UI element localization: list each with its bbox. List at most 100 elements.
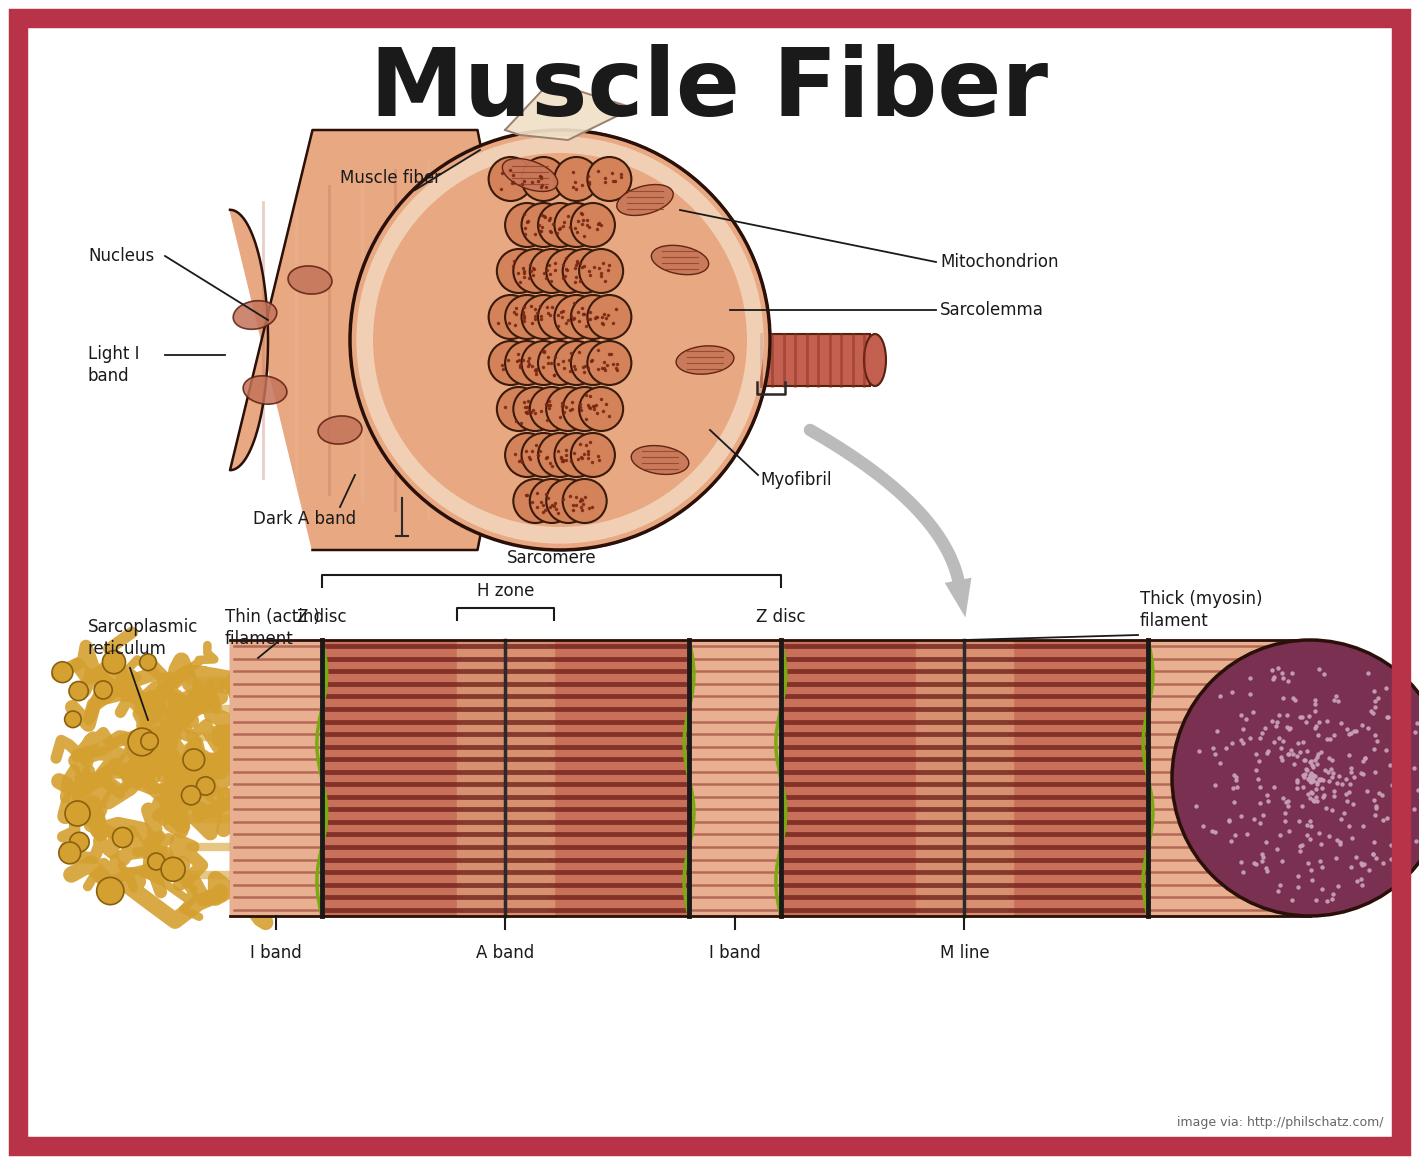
- Circle shape: [587, 341, 631, 385]
- Ellipse shape: [502, 158, 558, 191]
- Text: Nucleus: Nucleus: [88, 247, 155, 265]
- Circle shape: [579, 249, 623, 293]
- Polygon shape: [505, 81, 633, 140]
- Circle shape: [488, 157, 532, 201]
- Circle shape: [522, 203, 566, 247]
- Text: image via: http://philschatz.com/: image via: http://philschatz.com/: [1178, 1116, 1384, 1129]
- Circle shape: [505, 433, 549, 477]
- Text: I band: I band: [710, 944, 761, 961]
- Text: Dark A band: Dark A band: [254, 510, 356, 528]
- Ellipse shape: [864, 334, 885, 386]
- Text: Sarcoplasmic
reticulum: Sarcoplasmic reticulum: [88, 618, 199, 658]
- Polygon shape: [1148, 640, 1310, 916]
- Circle shape: [555, 203, 599, 247]
- Circle shape: [563, 480, 607, 523]
- Circle shape: [139, 654, 156, 670]
- Circle shape: [183, 748, 204, 771]
- Circle shape: [96, 878, 123, 904]
- Circle shape: [505, 203, 549, 247]
- Circle shape: [529, 249, 573, 293]
- Ellipse shape: [631, 446, 688, 475]
- Circle shape: [53, 662, 72, 682]
- Circle shape: [555, 433, 599, 477]
- Circle shape: [497, 386, 541, 431]
- Polygon shape: [230, 130, 771, 551]
- Circle shape: [546, 386, 590, 431]
- Ellipse shape: [318, 416, 362, 445]
- Circle shape: [546, 249, 590, 293]
- Text: Mitochondrion: Mitochondrion: [939, 253, 1059, 271]
- Polygon shape: [230, 640, 322, 916]
- Circle shape: [522, 294, 566, 339]
- Text: Z disc: Z disc: [297, 608, 346, 626]
- Circle shape: [522, 341, 566, 385]
- Circle shape: [514, 480, 558, 523]
- Text: Light I
band: Light I band: [88, 345, 139, 385]
- Circle shape: [148, 853, 165, 870]
- Circle shape: [514, 386, 558, 431]
- Ellipse shape: [243, 376, 287, 404]
- Circle shape: [563, 386, 607, 431]
- Circle shape: [58, 842, 81, 864]
- Polygon shape: [230, 640, 1310, 916]
- Text: Muscle Fiber: Muscle Fiber: [370, 44, 1049, 136]
- Circle shape: [162, 858, 184, 881]
- Circle shape: [555, 341, 599, 385]
- Circle shape: [538, 433, 582, 477]
- Circle shape: [546, 480, 590, 523]
- Circle shape: [112, 828, 132, 847]
- Ellipse shape: [233, 300, 277, 329]
- Text: Sarcolemma: Sarcolemma: [939, 301, 1044, 319]
- Ellipse shape: [288, 265, 332, 294]
- Circle shape: [538, 203, 582, 247]
- Text: M line: M line: [939, 944, 989, 961]
- Circle shape: [522, 433, 566, 477]
- Text: Myofibril: Myofibril: [761, 471, 832, 489]
- Ellipse shape: [617, 185, 673, 215]
- Bar: [755, 334, 870, 386]
- Circle shape: [587, 294, 631, 339]
- Polygon shape: [915, 640, 1013, 916]
- Circle shape: [505, 294, 549, 339]
- Ellipse shape: [651, 246, 708, 275]
- Circle shape: [65, 711, 81, 728]
- Circle shape: [488, 341, 532, 385]
- Circle shape: [538, 341, 582, 385]
- Circle shape: [570, 341, 614, 385]
- Text: Thick (myosin)
filament: Thick (myosin) filament: [1139, 590, 1263, 630]
- Circle shape: [65, 801, 89, 826]
- Circle shape: [555, 294, 599, 339]
- Text: H zone: H zone: [477, 582, 534, 599]
- Circle shape: [196, 776, 214, 795]
- Text: Sarcomere: Sarcomere: [507, 549, 596, 567]
- Circle shape: [570, 433, 614, 477]
- Circle shape: [570, 294, 614, 339]
- Polygon shape: [457, 640, 553, 916]
- Circle shape: [140, 732, 159, 750]
- Circle shape: [488, 294, 532, 339]
- Circle shape: [538, 294, 582, 339]
- Circle shape: [497, 249, 541, 293]
- Circle shape: [70, 832, 89, 852]
- Text: I band: I band: [250, 944, 302, 961]
- Text: Z disc: Z disc: [756, 608, 806, 626]
- Text: Muscle fiber: Muscle fiber: [341, 169, 441, 187]
- Circle shape: [529, 386, 573, 431]
- Ellipse shape: [675, 346, 734, 374]
- Circle shape: [1172, 640, 1419, 916]
- Circle shape: [70, 681, 88, 701]
- Circle shape: [570, 203, 614, 247]
- Circle shape: [505, 341, 549, 385]
- Circle shape: [182, 786, 200, 804]
- Circle shape: [128, 729, 156, 755]
- Circle shape: [102, 651, 125, 674]
- Text: Thin (actin)
filament: Thin (actin) filament: [226, 608, 319, 648]
- Circle shape: [94, 681, 112, 698]
- Circle shape: [555, 157, 599, 201]
- Circle shape: [514, 249, 558, 293]
- Circle shape: [579, 386, 623, 431]
- Circle shape: [350, 130, 771, 551]
- Text: A band: A band: [477, 944, 535, 961]
- Polygon shape: [690, 640, 780, 916]
- Circle shape: [522, 157, 566, 201]
